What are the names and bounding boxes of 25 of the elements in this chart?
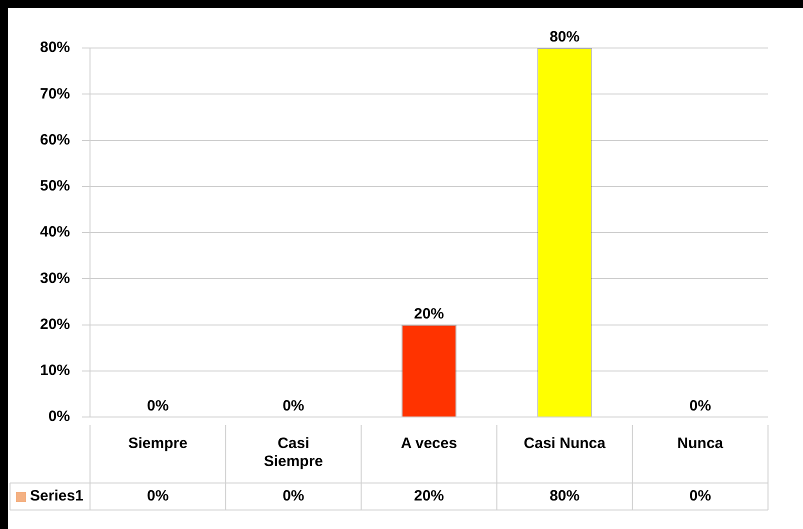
- y-tick-label: 0%: [48, 408, 70, 426]
- y-tick-label: 50%: [40, 178, 70, 195]
- text: 0%: [689, 488, 712, 505]
- y-tick-label: 20%: [40, 316, 70, 333]
- y-tick-label: 60%: [40, 131, 70, 148]
- x-tick-label: Siempre: [128, 435, 188, 452]
- text: 0%: [146, 398, 169, 415]
- text: 20%: [414, 488, 444, 505]
- y-tick-label: 10%: [40, 362, 70, 380]
- y-tick-label: 30%: [40, 270, 70, 287]
- y-tick-label: 40%: [40, 224, 70, 241]
- text: 0%: [282, 488, 304, 505]
- text: 0%: [689, 398, 712, 415]
- text: 80%: [550, 488, 580, 505]
- x-tick-label: Casi Nunca: [524, 435, 606, 452]
- x-tick-label: Casi Siempre: [264, 435, 324, 470]
- y-tick-label: 70%: [40, 85, 70, 102]
- x-tick-label: Nunca: [677, 435, 724, 452]
- text: 0%: [282, 398, 304, 415]
- text: 20%: [414, 305, 444, 322]
- text: 80%: [550, 28, 580, 46]
- text: 0%: [146, 488, 169, 505]
- x-tick-label: A veces: [400, 435, 458, 452]
- y-tick-label: 80%: [40, 39, 70, 56]
- text: Series1: [30, 488, 84, 505]
